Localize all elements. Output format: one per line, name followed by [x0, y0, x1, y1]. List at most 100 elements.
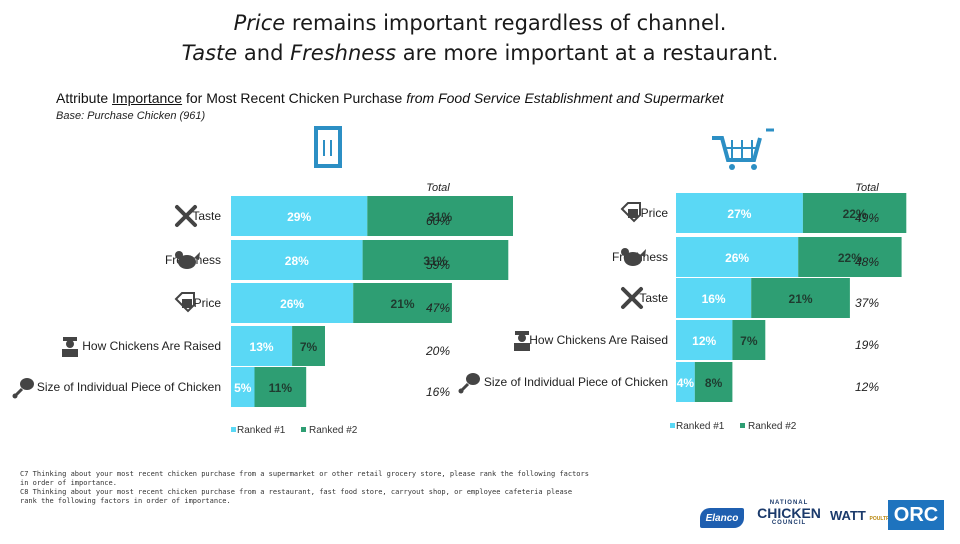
total-header: Total	[426, 182, 450, 194]
chart-supermarket: Total27%22%Price49%26%22%Freshness48%16%…	[458, 128, 907, 432]
chart-subtitle: Attribute Importance for Most Recent Chi…	[56, 90, 724, 106]
bar-ranked-2	[694, 362, 733, 402]
farmer-icon	[514, 343, 530, 351]
total-value: 47%	[426, 301, 450, 315]
bar-ranked-1	[676, 320, 733, 360]
drumstick-icon	[458, 373, 480, 394]
farmer-icon	[515, 331, 529, 335]
legend-swatch-ranked-1	[231, 427, 236, 432]
total-value: 19%	[855, 338, 879, 352]
price-tag-icon	[628, 209, 638, 218]
title-and: and	[237, 41, 291, 65]
data-label-ranked-1: 28%	[285, 254, 309, 268]
chicken-icon	[624, 252, 642, 266]
total-value: 20%	[425, 344, 450, 358]
drumstick-icon	[12, 378, 34, 399]
chicken-icon	[175, 251, 183, 259]
legend-swatch-ranked-1	[670, 423, 675, 428]
bar-ranked-2	[798, 237, 902, 277]
drumstick-icon	[12, 393, 18, 399]
legend-label-ranked-1: Ranked #1	[237, 425, 286, 436]
data-label-ranked-1: 4%	[677, 376, 695, 390]
category-label: How Chickens Are Raised	[529, 333, 668, 347]
farmer-icon	[62, 337, 78, 357]
legend-swatch-ranked-2	[740, 423, 745, 428]
price-tag-icon	[620, 202, 641, 223]
drumstick-icon	[458, 388, 464, 394]
bar-ranked-1	[231, 367, 255, 407]
shopping-cart-icon	[729, 164, 735, 170]
category-label: How Chickens Are Raised	[82, 339, 221, 353]
bar-ranked-2	[353, 283, 452, 323]
footnote: C7 Thinking about your most recent chick…	[20, 470, 670, 506]
subtitle-channels: from Food Service Establishment and Supe…	[406, 90, 724, 106]
orc-logo: ORC	[888, 500, 944, 530]
bar-ranked-1	[231, 326, 293, 366]
title-line1-rest: remains important regardless of channel.	[285, 11, 727, 35]
bar-ranked-1	[676, 278, 752, 318]
footnote-line: rank the following factors in order of i…	[20, 497, 231, 505]
data-label-ranked-1: 26%	[725, 251, 749, 265]
chicken-icon	[175, 251, 200, 269]
restaurant-door-icon	[314, 126, 342, 168]
bar-ranked-2	[732, 320, 766, 360]
chart-food-service: Total29%31%Taste60%28%31%Freshness59%26%…	[12, 126, 513, 436]
subtitle-mid: for Most Recent Chicken Purchase	[182, 90, 407, 106]
total-value: 12%	[855, 380, 879, 394]
category-label: Size of Individual Piece of Chicken	[37, 380, 221, 394]
shopping-cart-icon	[712, 128, 774, 170]
category-label: Price	[641, 206, 669, 220]
chicken-icon	[194, 252, 200, 260]
category-label: Price	[194, 296, 222, 310]
title-line2-rest: are more important at a restaurant.	[396, 41, 779, 65]
total-value: 16%	[426, 385, 450, 399]
data-label-ranked-2: 22%	[838, 251, 862, 265]
legend-label-ranked-2: Ranked #2	[309, 425, 358, 436]
title-freshness: Freshness	[290, 41, 397, 65]
bar-ranked-1	[676, 362, 695, 402]
farmer-icon	[518, 334, 526, 342]
data-label-ranked-1: 26%	[280, 297, 304, 311]
shopping-cart-icon	[712, 136, 762, 162]
bar-ranked-1	[231, 283, 354, 323]
data-label-ranked-2: 21%	[789, 292, 813, 306]
bar-ranked-2	[292, 326, 325, 366]
page-title: Price remains important regardless of ch…	[0, 8, 960, 68]
bar-ranked-1	[231, 196, 368, 236]
legend-label-ranked-2: Ranked #2	[748, 421, 797, 432]
drumstick-icon	[20, 378, 34, 390]
bar-ranked-1	[231, 240, 363, 280]
fork-knife-icon	[175, 205, 197, 227]
base-note: Base: Purchase Chicken (961)	[56, 110, 206, 122]
watt-text: WATT	[830, 508, 866, 523]
bar-ranked-2	[362, 240, 509, 280]
total-value: 59%	[426, 258, 450, 272]
legend: Ranked #1 Ranked #2	[231, 425, 358, 436]
data-label-ranked-2: 7%	[300, 340, 318, 354]
bar-ranked-2	[367, 196, 513, 236]
total-value: 60%	[426, 214, 450, 228]
data-label-ranked-1: 27%	[727, 207, 751, 221]
price-tag-icon	[174, 292, 195, 313]
chicken-icon	[640, 249, 646, 257]
data-label-ranked-2: 31%	[428, 210, 452, 224]
total-value: 48%	[855, 255, 879, 269]
data-label-ranked-2: 8%	[705, 376, 723, 390]
total-value: 37%	[855, 296, 879, 310]
bar-ranked-2	[802, 193, 907, 233]
legend: Ranked #1 Ranked #2	[670, 421, 797, 432]
subtitle-importance: Importance	[112, 90, 183, 106]
ncc-main: CHICKEN	[757, 505, 821, 521]
drumstick-icon	[460, 382, 470, 392]
data-label-ranked-1: 29%	[287, 210, 311, 224]
legend-label-ranked-1: Ranked #1	[676, 421, 725, 432]
price-tag-icon	[182, 299, 192, 308]
data-label-ranked-2: 22%	[843, 207, 867, 221]
farmer-icon	[62, 349, 78, 357]
footnote-line: C7 Thinking about your most recent chick…	[20, 470, 589, 478]
restaurant-door-icon	[314, 126, 342, 168]
category-label: Taste	[192, 209, 221, 223]
title-taste: Taste	[181, 41, 238, 65]
subtitle-pre: Attribute	[56, 90, 113, 106]
